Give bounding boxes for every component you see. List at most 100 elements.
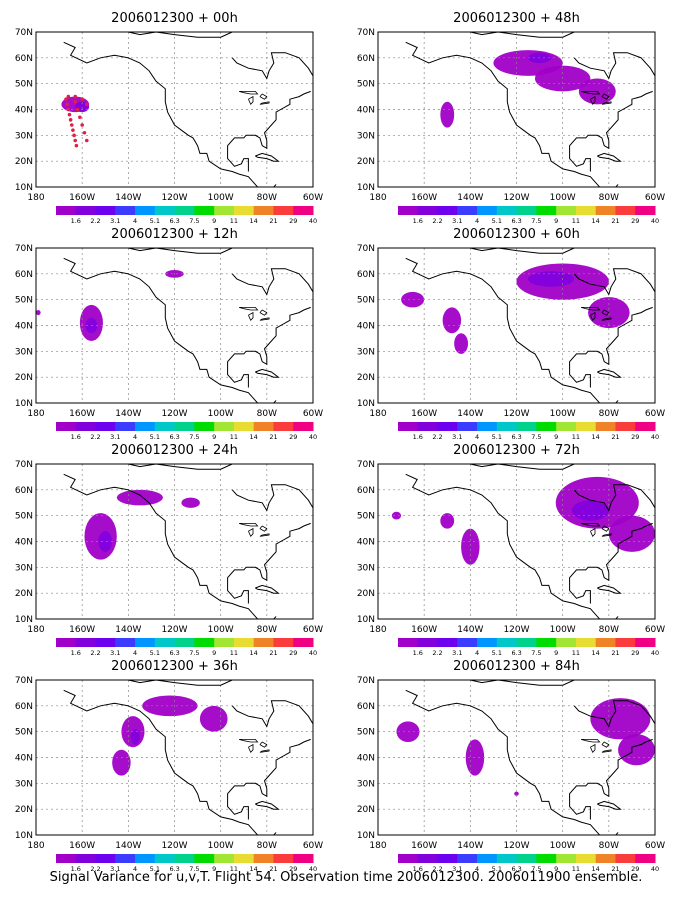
colorbar-swatch <box>556 206 577 215</box>
lon-label: 160W <box>69 409 95 419</box>
map-panel: 2006012300 + 12h 10N 20N 30N 40N 50N 60N 70N 180… <box>15 227 323 441</box>
coastline <box>128 248 233 254</box>
lon-label: 60W <box>303 625 323 635</box>
flight-track-point <box>80 123 84 127</box>
colorbar-swatch <box>595 206 616 215</box>
colorbar-label: 40 <box>651 217 659 225</box>
colorbar-label: 7.5 <box>531 433 541 441</box>
lon-label: 140W <box>457 625 483 635</box>
colorbar-swatch <box>556 854 577 863</box>
colorbar-swatch <box>214 206 235 215</box>
flight-track-point <box>80 97 84 101</box>
panel-title: 2006012300 + 72h <box>453 443 580 458</box>
colorbar-label: 6.3 <box>169 865 179 873</box>
colorbar-swatch <box>273 638 294 647</box>
colorbar-label: 5.1 <box>150 649 160 657</box>
lat-label: 70N <box>15 460 33 470</box>
coastline <box>470 464 575 470</box>
coastline <box>63 41 277 187</box>
flight-track-point <box>73 99 78 104</box>
colorbar-swatch <box>437 206 458 215</box>
lon-label: 80W <box>599 625 619 635</box>
lat-label: 60N <box>357 702 375 712</box>
flight-track-point <box>74 143 79 148</box>
lake-outline <box>601 749 612 753</box>
coastline <box>405 473 619 619</box>
colorbar-label: 6.3 <box>169 217 179 225</box>
colorbar-label: 29 <box>631 865 639 873</box>
colorbar-swatch <box>477 206 498 215</box>
lake-outline <box>259 741 268 748</box>
colorbar-label: 4 <box>133 865 137 873</box>
coastline <box>128 464 233 470</box>
lake-outline <box>259 749 270 753</box>
colorbar-swatch <box>417 206 439 215</box>
lake-outline <box>238 91 259 95</box>
colorbar-label: 2.2 <box>432 649 442 657</box>
colorbar-swatch <box>575 422 597 431</box>
colorbar-swatch <box>115 854 136 863</box>
map-panel: 2006012300 + 24h 10N 20N 30N 40N 50N 60N 70N 180… <box>15 443 323 657</box>
colorbar-swatch <box>293 422 314 431</box>
lake-outline <box>601 93 610 100</box>
coastline <box>63 473 277 619</box>
coastline <box>231 484 313 512</box>
colorbar-label: 40 <box>309 865 317 873</box>
colorbar-swatch <box>575 206 597 215</box>
colorbar-label: 11 <box>572 433 580 441</box>
colorbar-swatch <box>398 422 419 431</box>
panel-title: 2006012300 + 84h <box>453 659 580 674</box>
colorbar-swatch <box>635 422 656 431</box>
flight-track-point <box>73 94 78 99</box>
colorbar-label: 2.2 <box>90 649 100 657</box>
colorbar-swatch <box>516 638 537 647</box>
lon-label: 160W <box>411 193 437 203</box>
lon-label: 80W <box>599 193 619 203</box>
colorbar-swatch <box>56 854 77 863</box>
flight-track-point <box>84 138 89 143</box>
lat-label: 50N <box>357 80 375 90</box>
lon-label: 60W <box>645 193 665 203</box>
colorbar-swatch <box>174 854 195 863</box>
colorbar-label: 1.6 <box>413 433 423 441</box>
colorbar-label: 11 <box>230 649 238 657</box>
colorbar-label: 4 <box>475 649 479 657</box>
colorbar-swatch <box>154 854 176 863</box>
colorbar-swatch <box>135 206 156 215</box>
panel-title: 2006012300 + 36h <box>111 659 238 674</box>
colorbar-swatch <box>214 422 235 431</box>
colorbar-swatch <box>516 854 537 863</box>
colorbar-swatch <box>635 854 656 863</box>
lat-label: 50N <box>15 80 33 90</box>
lon-label: 100W <box>550 841 576 851</box>
lake-outline <box>590 743 596 754</box>
colorbar-label: 40 <box>651 865 659 873</box>
coastline <box>255 152 280 162</box>
variance-shading <box>442 307 462 334</box>
colorbar-label: 14 <box>592 217 600 225</box>
lake-outline <box>601 309 610 316</box>
colorbar-label: 6.3 <box>169 433 179 441</box>
coastline <box>255 368 280 378</box>
panel-title: 2006012300 + 60h <box>453 227 580 242</box>
lon-label: 160W <box>411 409 437 419</box>
coastline <box>573 700 655 728</box>
colorbar-label: 29 <box>289 865 297 873</box>
colorbar-label: 5.1 <box>150 433 160 441</box>
lat-label: 60N <box>15 702 33 712</box>
lon-label: 160W <box>69 841 95 851</box>
lat-label: 70N <box>15 676 33 686</box>
variance-shading <box>112 749 131 776</box>
colorbar-label: 7.5 <box>531 649 541 657</box>
lat-label: 70N <box>357 676 375 686</box>
lat-label: 10N <box>357 399 375 409</box>
lon-label: 140W <box>115 193 141 203</box>
lon-label: 180 <box>369 409 386 419</box>
lat-label: 60N <box>15 270 33 280</box>
colorbar-swatch <box>56 422 77 431</box>
colorbar-label: 5.1 <box>492 217 502 225</box>
colorbar-label: 4 <box>475 865 479 873</box>
flight-track-point <box>82 130 87 135</box>
lat-label: 20N <box>357 805 375 815</box>
